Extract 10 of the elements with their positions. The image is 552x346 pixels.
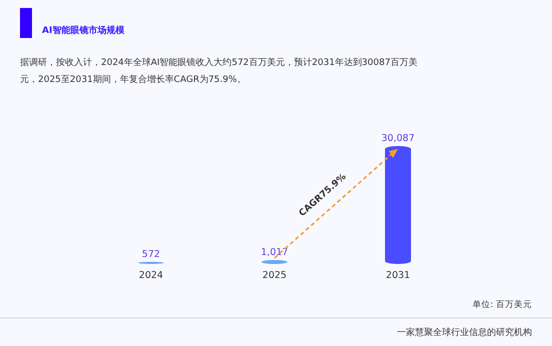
x-tick-label: 2031 (386, 270, 410, 281)
chart-title: AI智能眼镜市场规模 (42, 25, 126, 36)
x-tick-label: 2025 (262, 270, 287, 281)
data-label: 1,017 (260, 247, 288, 258)
text: 一家慧聚全球行业信息的研究机构 (397, 327, 532, 338)
chart-subtitle: 据调研，按收入计，2024年全球AI智能眼镜收入大约572百万美元，预计2031年达到30087百万美元，2025至2031期间，年复合增长率CAGR为75.9%。 (20, 57, 418, 85)
text: 单位: 百万美元 (472, 299, 532, 310)
data-label: 30,087 (381, 133, 415, 144)
data-label: 572 (142, 248, 160, 260)
x-tick-label: 2024 (138, 270, 164, 281)
